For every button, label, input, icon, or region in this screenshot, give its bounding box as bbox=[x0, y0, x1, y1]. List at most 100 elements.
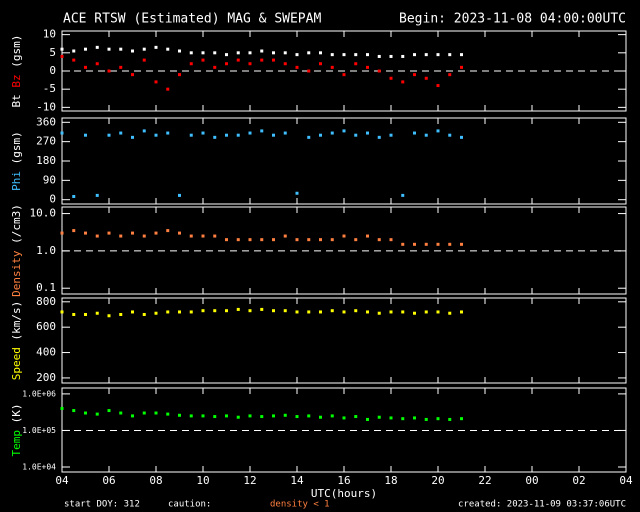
data-point bbox=[154, 80, 158, 84]
data-point bbox=[389, 133, 393, 137]
data-point bbox=[84, 65, 87, 69]
data-point bbox=[389, 416, 393, 420]
y-label-series: Bt bbox=[10, 94, 23, 107]
data-point bbox=[260, 49, 264, 53]
data-point bbox=[107, 47, 111, 51]
data-point bbox=[189, 62, 193, 66]
data-point bbox=[342, 129, 346, 133]
data-point bbox=[154, 411, 158, 415]
data-point bbox=[295, 191, 299, 195]
data-point bbox=[154, 231, 158, 235]
data-point bbox=[178, 310, 181, 314]
data-point bbox=[60, 131, 64, 135]
data-point bbox=[424, 242, 428, 246]
data-point bbox=[272, 309, 275, 313]
data-point bbox=[236, 51, 240, 55]
y-axis-label: Temp (K) bbox=[10, 404, 23, 457]
data-point bbox=[272, 58, 275, 62]
data-point bbox=[272, 414, 275, 418]
density-note: density < 1 bbox=[270, 500, 330, 510]
y-label-unit: (km/s) bbox=[10, 301, 23, 341]
data-point bbox=[342, 310, 346, 314]
start-doy: start DOY: 312 bbox=[64, 500, 140, 510]
data-point bbox=[377, 135, 381, 139]
data-point bbox=[436, 53, 440, 57]
x-tick-label: 12 bbox=[243, 474, 256, 487]
data-point bbox=[225, 238, 228, 242]
x-tick-label: 10 bbox=[196, 474, 209, 487]
data-point bbox=[448, 311, 452, 315]
data-point bbox=[460, 242, 463, 246]
data-point bbox=[366, 310, 369, 314]
data-point bbox=[401, 193, 405, 197]
data-point bbox=[236, 58, 240, 62]
x-tick-label: 14 bbox=[290, 474, 304, 487]
data-point bbox=[448, 242, 452, 246]
data-point bbox=[283, 51, 287, 55]
data-point bbox=[307, 238, 311, 242]
data-point bbox=[189, 414, 193, 418]
x-tick-label: 16 bbox=[337, 474, 350, 487]
data-point bbox=[272, 238, 275, 242]
y-tick-label: 1.0E+06 bbox=[22, 389, 56, 398]
data-point bbox=[448, 73, 452, 77]
data-point bbox=[319, 310, 322, 314]
x-tick-label: 22 bbox=[478, 474, 491, 487]
data-point bbox=[272, 133, 275, 137]
x-tick-label: 04 bbox=[55, 474, 69, 487]
y-axis-label: Density (/cm3) bbox=[10, 204, 23, 297]
data-point bbox=[283, 413, 287, 417]
data-point bbox=[201, 234, 205, 238]
data-point bbox=[131, 414, 134, 418]
y-tick-label: 200 bbox=[36, 371, 56, 384]
data-point bbox=[142, 234, 146, 238]
data-point bbox=[366, 417, 369, 421]
data-point bbox=[84, 47, 87, 51]
data-point bbox=[377, 415, 381, 419]
begin-time: Begin: 2023-11-08 04:00:00UTC bbox=[399, 12, 626, 27]
data-point bbox=[248, 51, 252, 55]
data-point bbox=[319, 62, 322, 66]
data-point bbox=[248, 62, 252, 66]
data-point bbox=[401, 417, 405, 421]
y-tick-label: 180 bbox=[36, 154, 56, 167]
data-point bbox=[413, 131, 416, 135]
data-point bbox=[389, 76, 393, 80]
data-point bbox=[84, 133, 87, 137]
data-point bbox=[107, 133, 111, 137]
y-label-unit: (gsm) bbox=[10, 35, 23, 68]
data-point bbox=[448, 53, 452, 57]
data-point bbox=[413, 242, 416, 246]
y-tick-label: 0 bbox=[49, 64, 56, 77]
data-point bbox=[377, 238, 381, 242]
y-label-series: Density bbox=[10, 250, 23, 297]
data-point bbox=[131, 231, 134, 235]
y-tick-label: 5 bbox=[49, 46, 56, 59]
caution: caution: bbox=[168, 500, 211, 510]
data-point bbox=[295, 415, 299, 419]
data-point bbox=[119, 47, 123, 51]
created-time: created: 2023-11-09 03:37:06UTC bbox=[458, 500, 626, 510]
x-tick-label: 06 bbox=[102, 474, 115, 487]
data-point bbox=[295, 310, 299, 314]
data-point bbox=[107, 314, 111, 318]
data-point bbox=[460, 65, 463, 69]
data-point bbox=[60, 231, 64, 235]
data-point bbox=[84, 312, 87, 316]
y-label-unit: (K) bbox=[10, 404, 23, 424]
data-point bbox=[389, 238, 393, 242]
data-point bbox=[178, 73, 181, 77]
data-point bbox=[166, 229, 170, 233]
data-point bbox=[189, 133, 193, 137]
data-point bbox=[119, 65, 123, 69]
data-point bbox=[95, 62, 99, 66]
data-point bbox=[330, 131, 334, 135]
x-axis-label: UTC(hours) bbox=[311, 487, 377, 500]
y-label-series: Bz bbox=[10, 74, 23, 87]
data-point bbox=[95, 311, 99, 315]
y-tick-label: -10 bbox=[36, 100, 56, 113]
data-point bbox=[319, 133, 322, 137]
data-point bbox=[330, 53, 334, 57]
data-point bbox=[178, 413, 181, 417]
data-point bbox=[178, 49, 181, 53]
